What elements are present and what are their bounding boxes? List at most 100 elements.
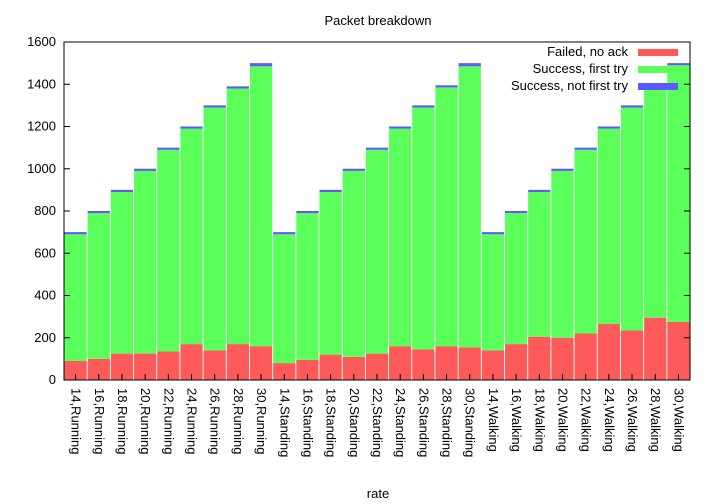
bar-segment-2-11 — [296, 213, 319, 360]
bar-segment-2-10 — [273, 234, 296, 364]
bar-segment-1-25 — [620, 330, 644, 380]
bar-segment-2-20 — [504, 213, 528, 345]
bar-segment-3-18 — [458, 63, 481, 67]
bar-segment-1-2 — [87, 358, 110, 381]
bar-segment-3-25 — [620, 105, 644, 108]
y-tick-label: 200 — [34, 330, 56, 345]
bar-segment-2-25 — [620, 107, 644, 331]
bar-segment-1-1 — [64, 360, 87, 380]
bar-segment-3-22 — [551, 168, 574, 171]
bar-segment-1-7 — [203, 350, 226, 380]
x-tick-label: 24,Walking — [602, 388, 617, 452]
bar-segment-2-21 — [528, 191, 551, 337]
bar-segment-2-2 — [87, 213, 110, 359]
bar-segment-1-5 — [157, 351, 180, 380]
y-tick-label: 0 — [49, 372, 56, 387]
bar-segment-2-7 — [203, 107, 226, 351]
x-tick-label: 26,Running — [208, 388, 223, 455]
bar-segment-1-8 — [226, 344, 250, 380]
bar-segment-1-27 — [667, 321, 690, 380]
x-tick-label: 22,Standing — [370, 388, 385, 457]
bar-segment-1-12 — [319, 354, 342, 380]
legend-swatch-1 — [638, 49, 678, 56]
bar-segment-2-19 — [481, 234, 505, 351]
bar-segment-3-3 — [110, 189, 134, 192]
bar-segment-1-16 — [412, 349, 435, 380]
bar-segment-1-17 — [435, 346, 458, 380]
bar-segment-2-1 — [64, 234, 87, 361]
y-tick-label: 400 — [34, 288, 56, 303]
x-tick-label: 20,Walking — [555, 388, 570, 452]
x-tick-label: 26,Standing — [416, 388, 431, 457]
bar-segment-2-9 — [249, 66, 273, 347]
bar-segment-2-26 — [644, 86, 667, 318]
bar-segment-2-3 — [110, 191, 134, 354]
x-axis-label: rate — [367, 486, 389, 501]
bar-segment-1-4 — [134, 353, 157, 380]
bar-segment-3-5 — [157, 147, 180, 150]
bar-segment-1-6 — [180, 344, 203, 380]
x-tick-label: 28,Standing — [440, 388, 455, 457]
chart-title: Packet breakdown — [325, 13, 432, 28]
bar-segment-3-24 — [597, 126, 620, 129]
bar-segment-3-17 — [435, 85, 458, 88]
bar-segment-3-8 — [226, 86, 250, 89]
bar-segment-1-13 — [342, 356, 365, 380]
bar-segment-3-4 — [134, 168, 157, 171]
bar-segment-3-10 — [273, 232, 296, 235]
bar-segment-1-22 — [551, 337, 574, 380]
y-tick-label: 1400 — [27, 76, 56, 91]
bar-segment-2-16 — [412, 107, 435, 350]
x-tick-label: 18,Standing — [324, 388, 339, 457]
x-tick-label: 28,Running — [231, 388, 246, 455]
bar-segment-3-16 — [412, 105, 435, 108]
x-tick-label: 16,Walking — [509, 388, 524, 452]
legend-label-2: Success, first try — [533, 61, 629, 76]
x-tick-label: 16,Standing — [300, 388, 315, 457]
bar-area — [64, 63, 690, 381]
bar-segment-2-22 — [551, 170, 574, 338]
bar-segment-2-5 — [157, 149, 180, 352]
x-tick-label: 14,Standing — [277, 388, 292, 457]
x-tick-label: 26,Walking — [625, 388, 640, 452]
bar-segment-3-9 — [249, 63, 273, 67]
bar-segment-2-27 — [667, 65, 690, 322]
bar-segment-3-21 — [528, 189, 551, 192]
bar-segment-2-8 — [226, 88, 250, 345]
y-tick-label: 1000 — [27, 161, 56, 176]
y-tick-label: 1200 — [27, 119, 56, 134]
x-tick-label: 14,Running — [69, 388, 84, 455]
y-tick-label: 600 — [34, 245, 56, 260]
bar-segment-1-18 — [458, 347, 481, 380]
bar-segment-3-11 — [296, 211, 319, 214]
bar-segment-1-24 — [597, 324, 620, 380]
bar-segment-2-4 — [134, 170, 157, 354]
bar-segment-2-6 — [180, 128, 203, 345]
x-tick-label: 22,Walking — [579, 388, 594, 452]
x-tick-label: 14,Walking — [486, 388, 501, 452]
legend-swatch-2 — [638, 66, 678, 73]
bar-segment-3-19 — [481, 232, 505, 235]
bar-segment-1-15 — [389, 346, 412, 380]
bar-segment-3-2 — [87, 211, 110, 214]
legend-swatch-3 — [638, 83, 678, 90]
bar-segment-2-15 — [389, 128, 412, 347]
x-tick-label: 30,Walking — [671, 388, 686, 452]
bar-segment-2-18 — [458, 66, 481, 348]
bar-segment-1-26 — [644, 317, 667, 380]
bar-segment-1-10 — [273, 363, 296, 380]
bar-segment-2-17 — [435, 87, 458, 347]
bar-segment-2-24 — [597, 128, 620, 325]
legend-label-1: Failed, no ack — [547, 44, 628, 59]
bar-segment-3-15 — [389, 126, 412, 129]
x-tick-label: 28,Walking — [648, 388, 663, 452]
bar-segment-1-3 — [110, 353, 134, 380]
bar-segment-1-21 — [528, 336, 551, 380]
bar-segment-1-19 — [481, 350, 505, 380]
x-tick-label: 20,Standing — [347, 388, 362, 457]
bar-segment-3-12 — [319, 189, 342, 192]
bar-segment-1-14 — [365, 353, 389, 380]
x-tick-label: 30,Running — [254, 388, 269, 455]
bar-segment-3-20 — [504, 211, 528, 214]
